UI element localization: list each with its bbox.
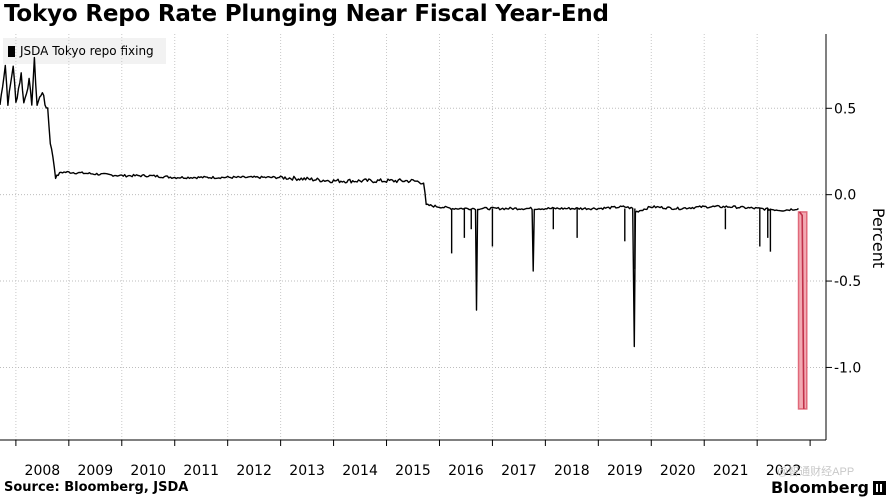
x-tick-label: 2010 (130, 463, 166, 479)
x-tick-label: 2015 (395, 463, 431, 479)
y-axis-label: Percent (869, 208, 888, 268)
x-tick-label: 2019 (607, 463, 643, 479)
x-tick-label: 2011 (183, 463, 219, 479)
source-note: Source: Bloomberg, JSDA (4, 480, 189, 495)
y-axis: 0.5 0.0 -0.5 -1.0 (825, 34, 861, 440)
bloomberg-mark-icon (873, 480, 886, 495)
x-axis: 2008 2009 2010 2011 2012 2013 2014 2015 2016 2017… (0, 439, 826, 479)
y-tick-label: 0.0 (834, 188, 856, 204)
y-tick-label: -0.5 (834, 274, 861, 290)
legend-swatch (8, 45, 15, 57)
x-tick-label: 2012 (236, 463, 272, 479)
x-tick-label: 2016 (448, 463, 484, 479)
legend-label: JSDA Tokyo repo fixing (20, 44, 154, 58)
y-tick-label: -1.0 (834, 360, 861, 376)
series-line-plunge (798, 211, 805, 409)
x-tick-label: 2009 (77, 463, 113, 479)
x-tick-label: 2022 (766, 463, 802, 479)
x-tick-label: 2014 (342, 463, 378, 479)
y-tick-label: 0.5 (834, 101, 856, 117)
x-tick-label: 2008 (25, 463, 61, 479)
x-tick-label: 2020 (660, 463, 696, 479)
series-line-jsda-repo (0, 56, 799, 348)
x-tick-label: 2021 (713, 463, 749, 479)
x-tick-label: 2013 (289, 463, 325, 479)
brand-name: Bloomberg (771, 478, 869, 497)
x-tick-label: 2017 (501, 463, 537, 479)
grid-lines (0, 34, 826, 440)
watermark: @智通财经APP (777, 466, 855, 478)
legend: JSDA Tokyo repo fixing (3, 38, 166, 64)
bloomberg-logo: Bloomberg (771, 478, 886, 497)
chart-title: Tokyo Repo Rate Plunging Near Fiscal Yea… (4, 1, 609, 27)
series-lines (0, 56, 808, 410)
x-tick-label: 2018 (554, 463, 590, 479)
